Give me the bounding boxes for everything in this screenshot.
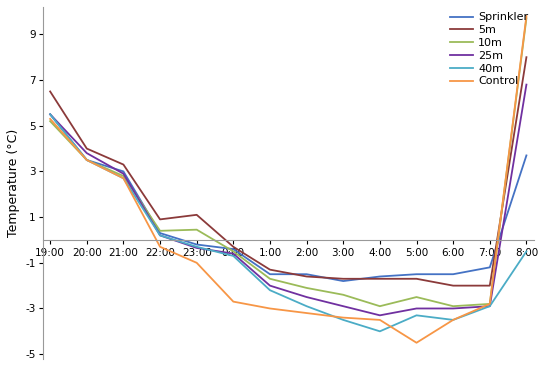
5m [230, 245, 236, 249]
40m [193, 245, 200, 249]
Control [523, 14, 530, 18]
Sprinkler [304, 272, 310, 276]
Control [413, 340, 420, 345]
40m [120, 176, 127, 180]
10m [377, 304, 383, 308]
Sprinkler [157, 231, 163, 235]
25m [450, 306, 456, 311]
25m [120, 171, 127, 176]
40m [340, 318, 347, 322]
Legend: Sprinkler, 5m, 10m, 25m, 40m, Control: Sprinkler, 5m, 10m, 25m, 40m, Control [450, 13, 528, 86]
5m [193, 213, 200, 217]
Line: 10m: 10m [50, 18, 526, 306]
Sprinkler [84, 158, 90, 162]
5m [377, 277, 383, 281]
40m [47, 112, 54, 117]
Line: 5m: 5m [50, 57, 526, 286]
5m [340, 277, 347, 281]
Line: 40m: 40m [50, 114, 526, 331]
Line: 25m: 25m [50, 85, 526, 315]
40m [523, 249, 530, 254]
10m [340, 293, 347, 297]
10m [266, 277, 273, 281]
5m [413, 277, 420, 281]
40m [266, 288, 273, 293]
Control [193, 261, 200, 265]
40m [413, 313, 420, 318]
Control [120, 176, 127, 180]
Control [157, 245, 163, 249]
25m [157, 233, 163, 238]
40m [157, 233, 163, 238]
Sprinkler [523, 153, 530, 158]
Control [230, 300, 236, 304]
Sprinkler [47, 112, 54, 117]
Sprinkler [450, 272, 456, 276]
Control [84, 158, 90, 162]
40m [230, 254, 236, 258]
5m [266, 268, 273, 272]
5m [120, 162, 127, 167]
25m [230, 251, 236, 256]
Control [377, 318, 383, 322]
25m [486, 304, 493, 308]
Sprinkler [193, 242, 200, 247]
10m [304, 286, 310, 290]
25m [377, 313, 383, 318]
5m [523, 55, 530, 59]
Sprinkler [377, 274, 383, 279]
5m [84, 146, 90, 151]
25m [47, 112, 54, 117]
5m [304, 274, 310, 279]
Control [266, 306, 273, 311]
5m [450, 283, 456, 288]
Sprinkler [340, 279, 347, 283]
10m [193, 227, 200, 232]
10m [486, 302, 493, 306]
25m [193, 246, 200, 250]
25m [340, 304, 347, 308]
Sprinkler [486, 265, 493, 270]
Line: Control: Control [50, 16, 526, 343]
10m [84, 158, 90, 162]
5m [486, 283, 493, 288]
10m [413, 295, 420, 299]
5m [47, 89, 54, 94]
25m [84, 151, 90, 155]
Line: Sprinkler: Sprinkler [50, 114, 526, 281]
Y-axis label: Temperature (°C): Temperature (°C) [7, 129, 20, 237]
Sprinkler [413, 272, 420, 276]
10m [120, 174, 127, 178]
10m [157, 229, 163, 233]
Sprinkler [266, 272, 273, 276]
Sprinkler [120, 169, 127, 174]
25m [413, 306, 420, 311]
Control [486, 302, 493, 306]
40m [377, 329, 383, 333]
25m [523, 82, 530, 87]
10m [523, 16, 530, 21]
10m [47, 119, 54, 123]
Control [450, 318, 456, 322]
10m [230, 249, 236, 254]
Sprinkler [230, 247, 236, 251]
Control [47, 117, 54, 121]
40m [450, 318, 456, 322]
40m [304, 304, 310, 308]
Control [304, 311, 310, 315]
Control [340, 315, 347, 320]
25m [266, 283, 273, 288]
40m [84, 158, 90, 162]
40m [486, 304, 493, 308]
10m [450, 304, 456, 308]
5m [157, 217, 163, 222]
25m [304, 295, 310, 299]
